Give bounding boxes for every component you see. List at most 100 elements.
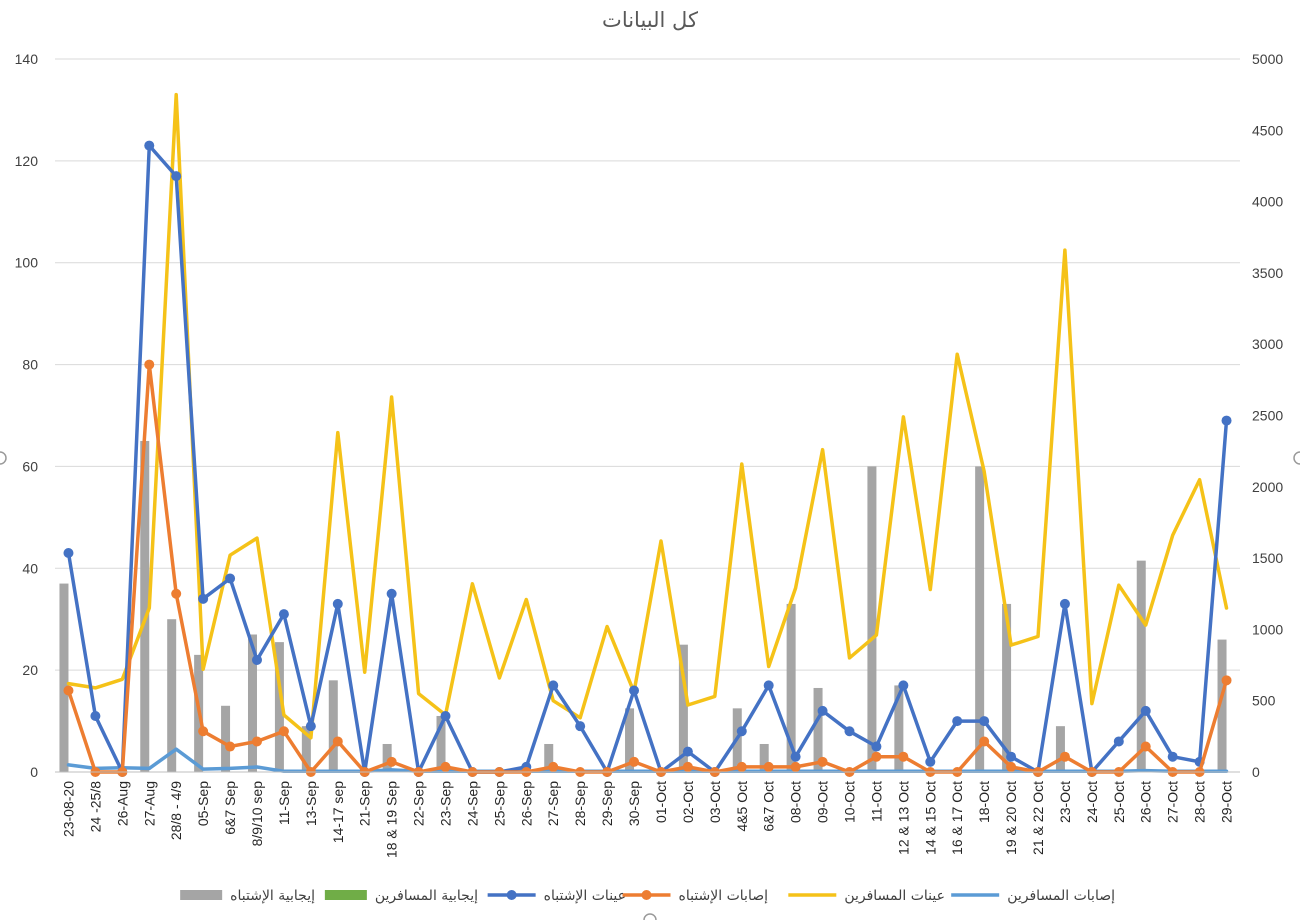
legend-label: إصابات المسافرين	[1007, 888, 1115, 904]
point-suspect-cases	[440, 761, 451, 772]
point-suspect-samples	[682, 746, 693, 757]
x-tick-label: 4&5 Oct	[734, 781, 750, 832]
x-tick-label: 29-Oct	[1219, 781, 1235, 823]
left-tick-label: 40	[22, 560, 38, 576]
point-suspect-samples	[925, 756, 936, 767]
x-tick-label: 09-Oct	[815, 781, 831, 823]
point-suspect-samples	[629, 685, 640, 696]
bar-suspect-positive	[813, 687, 823, 772]
point-suspect-samples	[1140, 705, 1151, 716]
x-tick-label: 03-Oct	[707, 781, 723, 823]
legend: إصابات المسافرين عينات المسافرين إصابات ال…	[180, 888, 1115, 904]
left-tick-label: 60	[22, 458, 38, 474]
point-suspect-cases	[763, 761, 774, 772]
x-tick-label: 24-Oct	[1084, 781, 1100, 823]
point-suspect-cases	[251, 736, 262, 747]
bar-suspect-positive	[247, 634, 257, 772]
right-tick-label: 3000	[1252, 336, 1283, 352]
legend-item-traveler-samples[interactable]: عينات المسافرين	[788, 888, 945, 904]
legend-label: إيجابية المسافرين	[375, 888, 478, 904]
point-suspect-samples	[844, 726, 855, 737]
bar-suspect-positive	[1136, 560, 1146, 772]
x-tick-label: 11-Oct	[868, 781, 884, 822]
x-tick-label: 25-Oct	[1111, 781, 1127, 823]
bar-suspect-positive	[678, 644, 688, 772]
legend-item-suspect-positive[interactable]: إيجابية الإشتباه	[180, 888, 315, 904]
point-suspect-samples	[332, 598, 343, 609]
legend-marker	[506, 890, 517, 900]
point-suspect-cases	[548, 761, 559, 772]
point-suspect-samples	[198, 593, 209, 604]
legend-item-suspect-cases[interactable]: إصابات الإشتباه	[622, 888, 769, 904]
x-tick-label: 28/8 - 4/9	[168, 781, 184, 840]
legend-label: عينات الإشتباه	[544, 888, 626, 904]
point-suspect-samples	[278, 609, 289, 620]
point-suspect-cases	[817, 756, 828, 767]
bar-suspect-positive	[59, 583, 69, 772]
point-suspect-cases	[682, 761, 693, 772]
legend-swatch	[180, 890, 223, 900]
x-tick-label: 23-08-20	[60, 781, 76, 837]
x-tick-label: 01-Oct	[653, 781, 669, 823]
bar-suspect-positive	[382, 743, 392, 772]
point-suspect-samples	[1006, 751, 1017, 762]
line-series-layer	[63, 92, 1232, 777]
x-tick-label: 05-Sep	[195, 781, 211, 826]
right-tick-label: 4000	[1252, 194, 1283, 210]
bar-suspect-positive	[221, 705, 231, 772]
bar-suspect-positive	[975, 466, 985, 772]
legend-item-suspect-samples[interactable]: عينات الإشتباه	[487, 888, 626, 904]
left-resize-handle[interactable]	[0, 451, 7, 465]
x-tick-label: 13-Sep	[303, 781, 319, 826]
point-suspect-samples	[1113, 736, 1124, 747]
point-suspect-samples	[871, 741, 882, 752]
bar-suspect-positive	[274, 642, 284, 772]
point-suspect-cases	[736, 761, 747, 772]
bottom-resize-handle[interactable]	[643, 913, 657, 920]
point-suspect-cases	[898, 751, 909, 762]
legend-item-traveler-cases[interactable]: إصابات المسافرين	[951, 888, 1115, 904]
x-tick-label: 24-Sep	[464, 781, 480, 826]
point-suspect-cases	[278, 726, 289, 737]
right-tick-label: 1000	[1252, 621, 1283, 637]
x-axis: 23-08-20 24 -25/8 26-Aug 27-Aug 28/8 - 4/9 05…	[55, 771, 1240, 858]
x-tick-label: 8/9/10 sep	[249, 781, 265, 847]
point-suspect-samples	[790, 751, 801, 762]
right-tick-label: 4500	[1252, 122, 1283, 138]
point-suspect-samples	[251, 654, 262, 665]
point-suspect-samples	[1059, 598, 1070, 609]
point-suspect-cases	[871, 751, 882, 762]
x-tick-label: 14 & 15 Oct	[922, 781, 938, 855]
x-tick-label: 21 & 22 Oct	[1030, 781, 1046, 855]
left-tick-label: 20	[22, 662, 38, 678]
point-suspect-samples	[171, 171, 182, 182]
legend-label: إصابات الإشتباه	[679, 888, 769, 904]
x-tick-label: 19 & 20 Oct	[1003, 781, 1019, 855]
right-tick-label: 2500	[1252, 408, 1283, 424]
point-suspect-samples	[63, 548, 74, 559]
point-suspect-samples	[225, 573, 236, 584]
point-suspect-samples	[305, 721, 316, 732]
x-tick-label: 22-Sep	[411, 781, 427, 826]
point-suspect-samples	[952, 716, 963, 727]
point-suspect-samples	[817, 705, 828, 716]
point-suspect-samples	[1221, 415, 1232, 426]
point-suspect-samples	[1167, 751, 1178, 762]
x-tick-label: 24 -25/8	[87, 781, 103, 833]
legend-marker	[641, 890, 652, 900]
bar-suspect-positive	[436, 715, 446, 772]
x-tick-label: 16 & 17 Oct	[949, 781, 965, 855]
right-resize-handle[interactable]	[1293, 451, 1300, 465]
x-tick-label: 26-Aug	[114, 781, 130, 826]
gridlines	[55, 58, 1240, 773]
legend-swatch	[324, 890, 367, 900]
point-suspect-cases	[63, 685, 74, 696]
x-tick-label: 26-Oct	[1138, 781, 1154, 823]
bar-suspect-positive	[140, 440, 150, 772]
x-tick-label: 28-Oct	[1192, 781, 1208, 823]
bar-suspect-positive	[301, 726, 311, 772]
legend-item-traveler-positive[interactable]: إيجابية المسافرين	[324, 888, 478, 904]
point-suspect-cases	[629, 756, 640, 767]
bar-suspect-positive	[759, 743, 769, 772]
